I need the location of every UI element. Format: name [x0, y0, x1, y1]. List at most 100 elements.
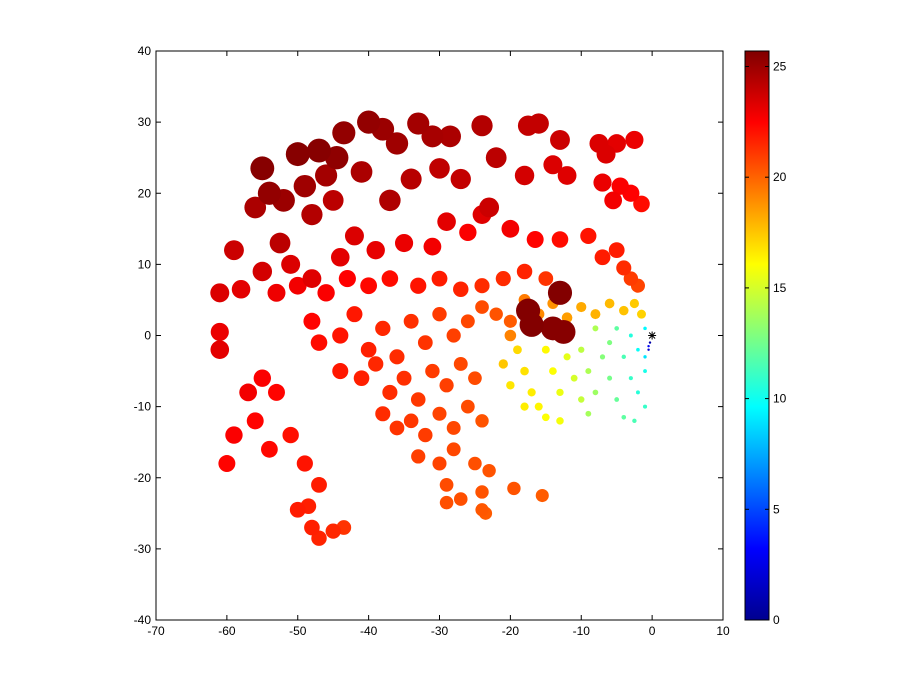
scatter-point [556, 388, 564, 397]
scatter-point [501, 219, 520, 238]
scatter-point [619, 305, 629, 316]
scatter-point [547, 280, 573, 305]
scatter-point [498, 359, 508, 369]
scatter-point [250, 156, 275, 181]
x-tick-label: 10 [716, 624, 730, 638]
scatter-point [253, 369, 271, 387]
scatter-point [210, 283, 230, 303]
scatter-point [614, 326, 620, 331]
scatter-point [389, 420, 405, 436]
scatter-point [431, 270, 448, 287]
scatter-point [628, 333, 633, 338]
scatter-point [353, 370, 370, 386]
scatter-point [338, 270, 356, 288]
y-tick-label: 10 [138, 257, 152, 271]
scatter-point [474, 278, 490, 294]
scatter-point [332, 327, 349, 344]
scatter-point [403, 313, 419, 329]
scatter-point [332, 121, 356, 145]
scatter-point [643, 355, 647, 359]
data-points [210, 110, 657, 546]
scatter-point [417, 335, 433, 350]
scatter-point [346, 306, 363, 323]
scatter-point [453, 281, 469, 297]
scatter-point [516, 263, 533, 280]
y-tick-label: -30 [134, 542, 152, 556]
colorbar-tick-label: 0 [773, 613, 780, 627]
x-tick-label: -20 [502, 624, 520, 638]
colorbar-tick-label: 15 [773, 281, 787, 295]
scatter-point [224, 240, 244, 261]
scatter-point [580, 227, 597, 245]
scatter-point [411, 449, 426, 464]
scatter-point [315, 164, 338, 187]
scatter-point [475, 414, 489, 428]
scatter-point [239, 383, 258, 402]
scatter-point [636, 309, 646, 319]
colorbar-tick-label: 20 [773, 170, 787, 184]
scatter-point [360, 277, 378, 295]
scatter-point [325, 523, 341, 539]
scatter-point [439, 378, 454, 393]
scatter-point [375, 320, 391, 337]
scatter-point [432, 406, 447, 421]
scatter-point [608, 242, 625, 259]
scatter-point [563, 353, 571, 361]
scatter-point [479, 197, 500, 218]
scatter-point [489, 307, 503, 321]
scatter-point [225, 426, 243, 444]
y-tick-label: 30 [138, 115, 152, 129]
scatter-point [535, 488, 549, 503]
scatter-point [520, 402, 529, 411]
scatter-point [578, 346, 585, 353]
scatter-point [410, 392, 426, 407]
scatter-point [592, 325, 599, 332]
scatter-point [302, 269, 322, 288]
scatter-point [344, 226, 364, 246]
axes: -70 -60 -50 -40 -30 -20 -10 0 10 -40 -30 -20 -10 0 10 2… [134, 44, 730, 638]
scatter-point [379, 189, 401, 212]
x-tick-label: 0 [649, 624, 656, 638]
scatter-point [596, 144, 616, 164]
scatter-point [252, 261, 273, 282]
scatter-point [468, 371, 482, 386]
scatter-point [616, 260, 632, 276]
y-tick-label: -10 [134, 400, 152, 414]
scatter-point [460, 399, 475, 414]
scatter-point [293, 174, 317, 198]
scatter-point [635, 390, 640, 395]
scatter-point [439, 125, 461, 148]
scatter-point [400, 168, 422, 190]
scatter-point [519, 312, 544, 337]
scatter-point [504, 329, 517, 342]
scatter-point [468, 456, 482, 471]
scatter-point [643, 326, 647, 331]
scatter-point [289, 501, 306, 518]
scatter-point [330, 247, 350, 267]
scatter-point [210, 340, 230, 360]
scatter-point [556, 417, 564, 425]
scatter-point [304, 519, 320, 536]
scatter-point [642, 404, 648, 409]
scatter-point [421, 125, 444, 148]
scatter-point [643, 369, 647, 373]
scatter-point [636, 347, 640, 352]
scatter-point [366, 240, 385, 260]
scatter-point [549, 367, 557, 375]
scatter-point [503, 314, 517, 328]
scatter-point [410, 277, 427, 294]
scatter-point [432, 306, 447, 322]
scatter-point [543, 155, 563, 175]
scatter-point [527, 388, 536, 397]
scatter-point [590, 309, 601, 320]
scatter-point [307, 138, 331, 163]
scatter-point [218, 455, 236, 473]
colorbar-tick-label: 5 [773, 502, 780, 516]
colorbar-ticks: 0 5 10 15 20 25 [745, 59, 787, 627]
x-tick-label: -50 [289, 624, 307, 638]
scatter-point [592, 389, 599, 396]
scatter-point [269, 232, 291, 254]
scatter-point [460, 314, 475, 329]
